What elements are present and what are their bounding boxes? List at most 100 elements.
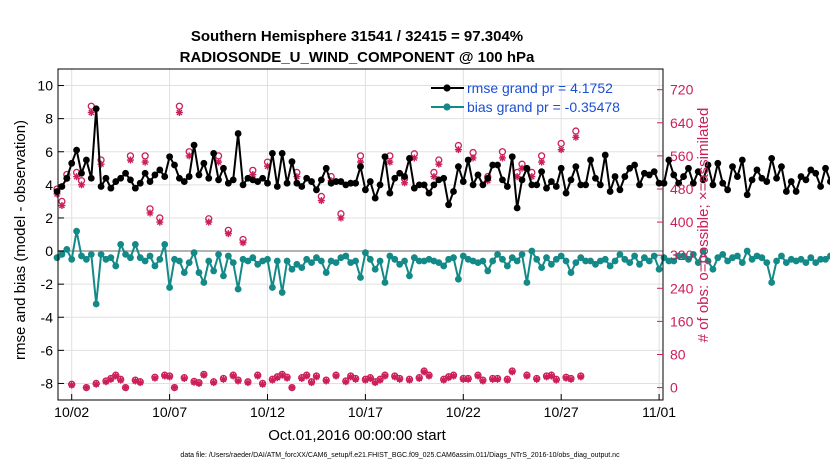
bias-point — [146, 252, 154, 260]
rmse-point — [303, 174, 311, 182]
obs-assimilated-marker — [185, 152, 193, 160]
rmse-point — [508, 153, 516, 161]
bias-point — [675, 252, 683, 260]
rmse-point — [68, 159, 76, 167]
bias-point — [224, 252, 232, 260]
obs-assimilated-marker — [445, 374, 453, 382]
obs-assimilated-marker — [425, 372, 433, 380]
bias-point — [249, 254, 257, 262]
rmse-point — [454, 163, 462, 171]
bias-point — [670, 257, 678, 265]
bias-point — [709, 265, 717, 273]
y-right-tick-label: 0 — [670, 380, 678, 396]
rmse-point — [185, 173, 193, 180]
bias-point — [293, 260, 301, 268]
obs-assimilated-marker — [122, 384, 130, 392]
rmse-point — [229, 176, 237, 184]
rmse-point — [445, 201, 453, 209]
y-axis-label: rmse and bias (model - observation) — [12, 120, 29, 360]
bias-point — [332, 259, 340, 267]
obs-assimilated-marker — [572, 133, 580, 141]
rmse-point — [552, 183, 560, 190]
obs-assimilated-marker — [396, 375, 404, 383]
rmse-point — [499, 176, 506, 184]
rmse-point — [582, 181, 590, 189]
legend: rmse grand pr = 4.1752 bias grand pr = -… — [431, 80, 620, 115]
bias-point — [401, 257, 408, 265]
obs-assimilated-marker — [410, 154, 418, 162]
rmse-point — [812, 169, 820, 177]
rmse-point — [645, 171, 653, 179]
obs-assimilated-marker — [508, 368, 516, 376]
rmse-point — [503, 183, 511, 190]
bias-point — [381, 279, 389, 286]
rmse-point — [587, 156, 594, 164]
bias-point — [205, 257, 213, 265]
obs-assimilated-marker — [234, 377, 242, 385]
rmse-point — [518, 176, 526, 184]
rmse-point — [792, 188, 800, 195]
series-layer — [53, 102, 830, 392]
rmse-point — [366, 178, 374, 185]
bias-point — [352, 257, 360, 265]
rmse-point — [58, 183, 66, 190]
bias-point — [601, 255, 609, 263]
obs-assimilated-marker — [259, 380, 267, 388]
obs-assimilated-marker — [494, 375, 502, 383]
rmse-point — [547, 178, 555, 185]
rmse-point — [420, 181, 428, 189]
obs-assimilated-marker — [229, 372, 237, 380]
rmse-point — [376, 181, 384, 189]
bias-point — [190, 249, 198, 257]
obs-possible-marker — [356, 152, 365, 160]
rmse-point — [371, 194, 379, 202]
bias-point — [689, 250, 697, 258]
rmse-point — [210, 150, 218, 157]
rmse-point — [122, 169, 129, 177]
bias-point — [572, 259, 580, 267]
bias-point — [254, 260, 262, 268]
rmse-point — [190, 141, 198, 149]
bias-point — [342, 252, 350, 260]
rmse-point — [425, 189, 433, 197]
bias-point — [567, 269, 575, 276]
obs-assimilated-marker — [308, 379, 316, 387]
y-right-tick-label: 400 — [670, 214, 694, 230]
bias-point — [611, 257, 619, 265]
rmse-point — [224, 179, 232, 187]
obs-assimilated-marker — [254, 372, 262, 380]
plot-frame — [57, 68, 664, 401]
bias-point — [743, 247, 751, 255]
bias-point — [636, 260, 643, 268]
bias-point — [778, 252, 785, 260]
y-tick-label: 4 — [45, 177, 53, 193]
obs-assimilated-marker — [166, 373, 174, 381]
bias-point — [817, 255, 825, 263]
rmse-point — [313, 186, 320, 194]
bias-point — [489, 257, 497, 265]
obs-assimilated-marker — [195, 379, 203, 387]
obs-assimilated-marker — [352, 375, 360, 383]
obs-assimilated-marker — [126, 156, 134, 164]
rmse-point — [386, 189, 394, 197]
bias-point — [484, 267, 492, 275]
x-tick-label: 10/22 — [446, 404, 481, 420]
bias-point — [53, 254, 61, 262]
bias-point — [308, 259, 315, 267]
y-tick-label: 0 — [45, 243, 53, 259]
rmse-point — [220, 164, 227, 172]
bias-point — [406, 272, 413, 280]
obs-assimilated-marker — [146, 209, 154, 217]
legend-rmse-marker — [443, 84, 451, 92]
obs-assimilated-marker — [401, 179, 409, 187]
rmse-point — [543, 184, 550, 192]
rmse-point — [127, 176, 134, 184]
rmse-point — [474, 171, 482, 179]
obs-assimilated-marker — [430, 173, 438, 181]
rmse-point — [396, 169, 404, 177]
rmse-point — [146, 178, 154, 185]
bias-point — [298, 264, 306, 271]
obs-assimilated-marker — [543, 373, 551, 381]
y-tick-label: 2 — [45, 210, 53, 226]
obs-assimilated-marker — [405, 376, 413, 384]
